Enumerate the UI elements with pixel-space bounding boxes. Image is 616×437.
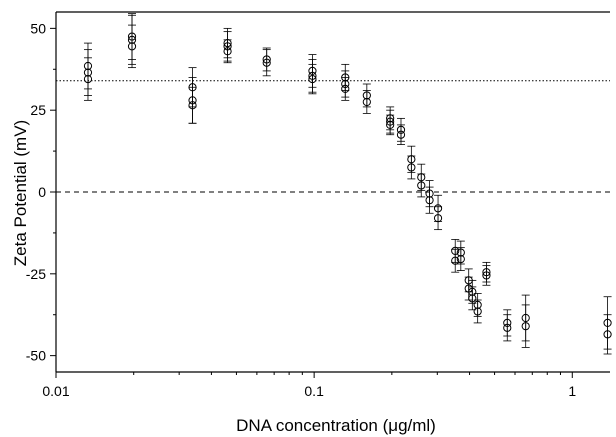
data-point <box>456 254 465 264</box>
y-tick-label: 50 <box>30 20 46 36</box>
error-bar <box>503 314 512 342</box>
y-tick-label: -25 <box>26 266 46 282</box>
data-point <box>83 74 93 84</box>
data-point <box>521 313 530 323</box>
data-point <box>482 268 491 277</box>
y-axis-title: Zeta Potential (mV) <box>11 120 30 266</box>
error-bar <box>425 186 434 214</box>
error-bar <box>603 314 612 355</box>
data-point <box>503 323 512 332</box>
data-point <box>386 114 395 123</box>
error-bar <box>451 248 460 273</box>
data-point <box>83 61 93 71</box>
data-point <box>433 204 443 213</box>
data-point <box>127 42 137 51</box>
data-point <box>425 189 434 198</box>
data-point <box>473 307 482 316</box>
data-point <box>308 74 317 84</box>
data-point <box>417 181 426 190</box>
error-bar <box>521 304 530 348</box>
data-point <box>188 96 197 105</box>
data-point <box>451 256 460 265</box>
data-point <box>262 58 271 67</box>
data-point <box>223 38 232 48</box>
data-point <box>83 68 93 77</box>
y-tick-label: -50 <box>26 348 46 364</box>
data-point <box>451 246 460 256</box>
x-tick-label: 1 <box>568 383 576 399</box>
data-point <box>127 32 137 41</box>
data-point <box>456 248 465 257</box>
y-tick-label: 25 <box>30 102 46 118</box>
data-point <box>262 55 271 64</box>
data-point <box>407 155 416 164</box>
data-point <box>603 330 612 339</box>
error-bar <box>417 173 426 198</box>
data-point <box>396 125 406 134</box>
data-point <box>188 101 197 110</box>
error-bar <box>188 86 197 124</box>
data-point <box>521 322 530 331</box>
data-point <box>223 42 232 51</box>
data-point <box>468 294 477 303</box>
data-point <box>473 300 482 310</box>
data-point <box>433 214 443 223</box>
data-point <box>362 97 371 107</box>
data-point <box>468 287 477 296</box>
data-point <box>464 276 473 285</box>
data-point <box>223 47 232 56</box>
data-point <box>386 117 395 126</box>
data-point <box>308 71 317 80</box>
error-bar <box>407 155 416 180</box>
x-tick-label: 0.01 <box>42 383 69 399</box>
data-point <box>503 318 512 328</box>
data-point <box>308 66 317 76</box>
data-point <box>188 83 197 92</box>
data-point <box>341 73 350 82</box>
error-bar <box>83 57 92 101</box>
data-point <box>341 84 350 94</box>
data-point <box>341 79 350 89</box>
error-bar <box>396 124 405 145</box>
error-bar <box>362 90 371 114</box>
data-point <box>603 318 612 328</box>
data-point <box>386 120 395 130</box>
data-point <box>362 91 371 100</box>
data-point <box>407 163 416 172</box>
error-bar <box>473 299 482 324</box>
error-bar <box>456 247 465 271</box>
x-axis-title: DNA concentration (μg/ml) <box>236 416 436 435</box>
y-tick-label: 0 <box>38 184 46 200</box>
error-bar <box>434 206 443 231</box>
data-point <box>417 173 426 182</box>
error-bar <box>128 24 137 69</box>
data-point <box>127 35 137 44</box>
data-point <box>396 130 406 139</box>
data-point <box>425 196 434 205</box>
x-tick-label: 0.1 <box>304 383 324 399</box>
data-point <box>482 271 491 280</box>
